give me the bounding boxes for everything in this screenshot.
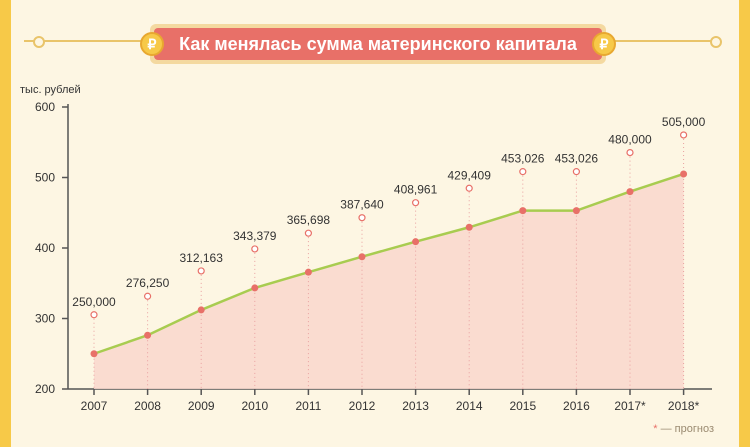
x-tick-label: 2015	[509, 399, 536, 413]
label-marker	[251, 245, 259, 253]
banner-line-right	[606, 40, 716, 42]
y-tick-label: 600	[35, 100, 55, 114]
data-point	[144, 331, 152, 339]
x-tick-label: 2012	[349, 399, 376, 413]
data-point	[626, 188, 634, 196]
label-marker	[572, 168, 581, 176]
ruble-coin-icon: ₽	[140, 32, 164, 56]
y-tick-label: 500	[35, 171, 55, 185]
y-tick-label: 400	[35, 241, 55, 255]
data-label: 429,409	[448, 168, 492, 182]
title-banner-inner: Как менялась сумма материнского капитала	[154, 28, 602, 60]
x-tick-label: 2016	[563, 399, 590, 413]
data-point	[465, 223, 473, 231]
x-tick-label: 2017*	[614, 399, 646, 413]
label-marker	[626, 149, 634, 157]
label-marker	[465, 184, 473, 192]
y-tick-label: 300	[35, 312, 55, 326]
label-marker	[197, 267, 205, 275]
data-label: 480,000	[608, 133, 652, 147]
label-marker	[90, 311, 98, 319]
label-marker	[304, 229, 312, 237]
footnote-star: *	[653, 423, 658, 435]
series-line	[93, 172, 684, 355]
data-label: 250,000	[72, 295, 116, 309]
data-label: 365,698	[287, 213, 331, 227]
data-label: 387,640	[340, 198, 384, 212]
data-point	[412, 238, 420, 246]
ruble-coin-icon: ₽	[592, 32, 616, 56]
data-point	[197, 306, 205, 314]
chart-title: Как менялась сумма материнского капитала	[179, 33, 577, 54]
y-axis-label: тыс. рублей	[20, 84, 81, 96]
data-label: 453,026	[501, 152, 545, 166]
x-tick-label: 2008	[134, 399, 161, 413]
x-tick-label: 2009	[188, 399, 215, 413]
banner-line-left	[24, 40, 154, 42]
x-tick-label: 2014	[456, 399, 483, 413]
y-tick-label: 200	[35, 382, 55, 396]
data-label: 343,379	[233, 229, 277, 243]
data-point	[519, 207, 527, 215]
data-point	[90, 350, 98, 358]
data-label: 453,026	[555, 152, 599, 166]
forecast-footnote: * — прогноз	[653, 423, 714, 435]
label-marker	[519, 168, 527, 176]
x-tick-label: 2011	[295, 399, 321, 413]
footnote-text: — прогноз	[657, 423, 714, 435]
data-label: 505,000	[662, 115, 706, 129]
label-marker	[358, 214, 366, 222]
area-fill	[94, 173, 684, 389]
title-banner: Как менялась сумма материнского капитала	[150, 24, 606, 64]
label-marker	[679, 131, 688, 139]
x-tick-label: 2010	[241, 399, 268, 413]
x-tick-label: 2018*	[668, 399, 700, 413]
label-marker	[144, 292, 152, 300]
data-label: 312,163	[180, 251, 224, 265]
data-point	[251, 284, 259, 292]
x-tick-label: 2013	[402, 399, 429, 413]
banner-dot-left	[33, 36, 45, 48]
x-tick-label: 2007	[81, 399, 108, 413]
banner-dot-right	[710, 36, 722, 48]
data-point	[680, 170, 688, 178]
data-point	[358, 253, 366, 261]
data-point	[304, 268, 312, 276]
data-label: 408,961	[394, 183, 438, 197]
data-label: 276,250	[126, 276, 170, 290]
data-point	[572, 207, 580, 215]
label-marker	[412, 199, 420, 207]
